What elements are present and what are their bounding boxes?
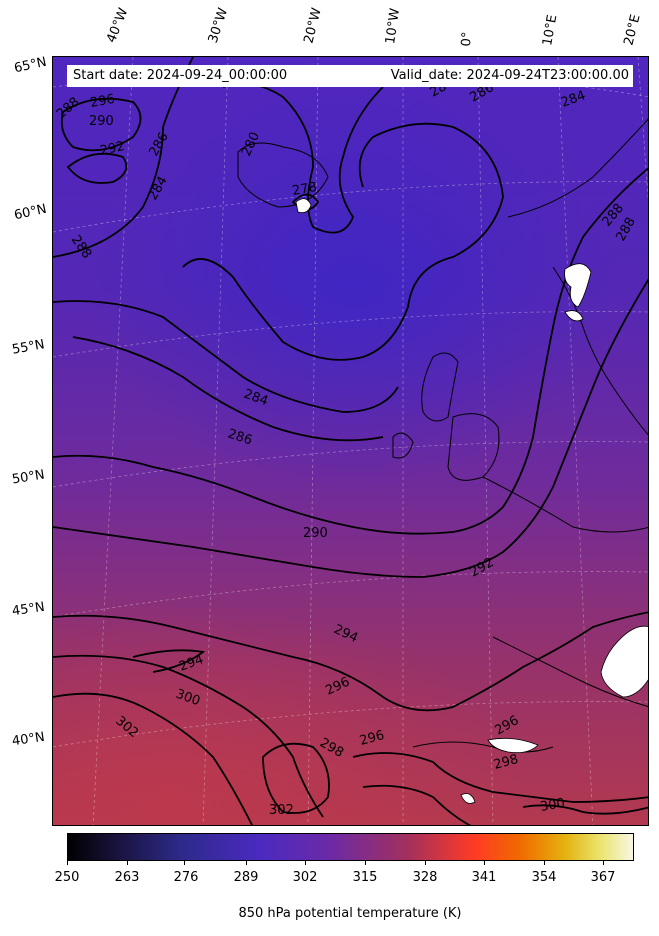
lat-label-40n: 40°N (11, 729, 46, 750)
valid-date-label: Valid_date: 2024-09-24T23:00:00.00 (390, 68, 629, 83)
colorbar-tick-label: 354 (531, 870, 557, 885)
contour-label: 300 (539, 796, 566, 815)
contour-label: 296 (358, 728, 386, 749)
colorbar-tick-label: 328 (412, 870, 438, 885)
colorbar-tick (67, 861, 68, 865)
colorbar-tick (246, 861, 247, 865)
colorbar (67, 833, 634, 861)
colorbar-tick (484, 861, 485, 865)
colorbar-tick-label: 250 (54, 870, 80, 885)
colorbar-tick (305, 861, 306, 865)
lat-label-65n: 65°N (12, 54, 48, 77)
colorbar-tick (544, 861, 545, 865)
lat-label-55n: 55°N (10, 337, 46, 358)
lon-label-30w: 30°W (205, 6, 232, 45)
temperature-map: 296 288 290 292 286 284 280 278 288 284 … (53, 57, 648, 825)
lat-label-60n: 60°N (12, 201, 48, 224)
lon-label-20e: 20°E (621, 13, 644, 47)
isotherm-contours (53, 57, 648, 825)
info-bar: Start date: 2024-09-24_00:00:00 Valid_da… (67, 65, 633, 87)
colorbar-tick (603, 861, 604, 865)
contour-label: 290 (89, 114, 114, 129)
start-date-label: Start date: 2024-09-24_00:00:00 (73, 68, 288, 83)
map-panel: 296 288 290 292 286 284 280 278 288 284 … (52, 56, 649, 826)
contour-label: 290 (303, 526, 328, 541)
lon-label-10w: 10°W (383, 7, 403, 45)
colorbar-title: 850 hPa potential temperature (K) (238, 906, 462, 921)
contour-label: 296 (89, 92, 116, 111)
contour-label: 302 (269, 803, 294, 818)
contour-label: 292 (99, 139, 126, 159)
colorbar-tick (425, 861, 426, 865)
colorbar-tick (365, 861, 366, 865)
lon-label-0: 0° (459, 31, 476, 47)
colorbar-tick-label: 341 (471, 870, 497, 885)
lon-label-40w: 40°W (104, 6, 132, 45)
colorbar-tick (184, 861, 185, 865)
colorbar-tick-label: 367 (590, 870, 616, 885)
lon-label-10e: 10°E (540, 13, 561, 47)
contour-label: 278 (291, 180, 318, 199)
missing-data-masks (295, 198, 648, 804)
coastlines (237, 118, 648, 753)
colorbar-tick-label: 315 (352, 870, 378, 885)
contour-label: 286 (226, 427, 254, 449)
cold-core (93, 87, 613, 487)
colorbar-tick-label: 263 (114, 870, 140, 885)
contour-label: 298 (492, 752, 520, 773)
lat-label-50n: 50°N (11, 467, 46, 488)
colorbar-tick-label: 276 (173, 870, 199, 885)
colorbar-tick (127, 861, 128, 865)
lat-label-45n: 45°N (11, 599, 46, 620)
warm-region (53, 507, 648, 825)
lon-label-20w: 20°W (301, 6, 325, 46)
colorbar-tick-label: 289 (233, 870, 259, 885)
contour-labels: 296 288 290 292 286 284 280 278 288 284 … (54, 75, 639, 818)
colorbar-tick-label: 302 (292, 870, 318, 885)
